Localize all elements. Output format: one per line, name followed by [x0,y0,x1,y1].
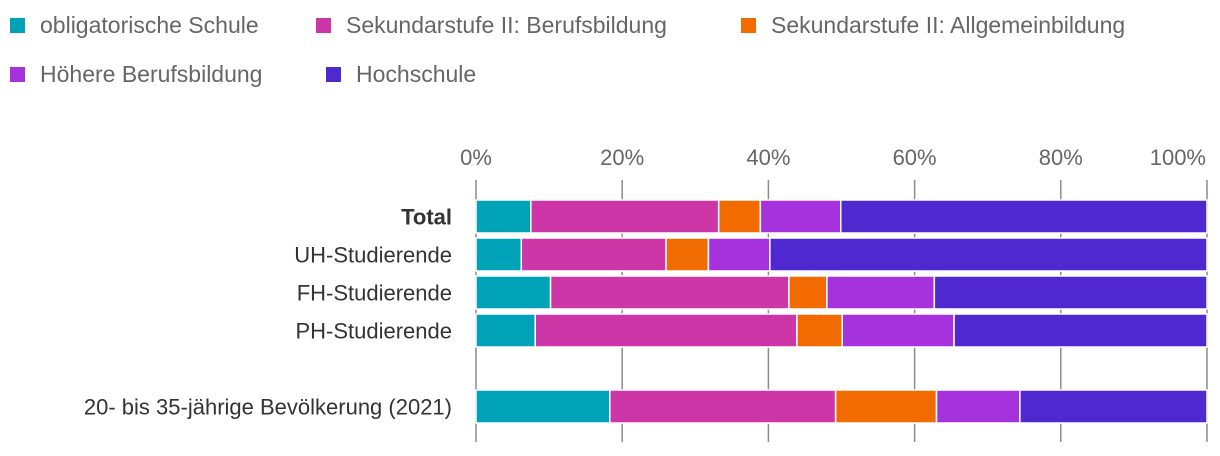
legend-item-obligatorische-schule[interactable]: obligatorische Schule [10,10,259,40]
bar-segment[interactable] [530,199,720,234]
category-label: FH-Studierende [297,281,452,306]
category-label: 20- bis 35-jährige Bevölkerung (2021) [84,395,452,420]
bar-segment[interactable] [475,275,552,310]
legend-item-sekundarstufe-allgemeinbildung[interactable]: Sekundarstufe II: Allgemeinbildung [741,10,1125,40]
legend-label: obligatorische Schule [40,11,259,38]
legend-item-hochschule[interactable]: Hochschule [326,59,476,89]
bar-segment[interactable] [707,237,771,272]
bar-segment[interactable] [549,275,790,310]
legend-label: Hochschule [356,60,477,87]
bar-segment[interactable] [796,313,843,348]
bar-segment[interactable] [1019,389,1208,424]
category-label: PH-Studierende [295,319,452,344]
bar-segment[interactable] [475,199,532,234]
x-tick-label: 100% [1150,145,1206,170]
x-tick-label: 0% [460,145,492,170]
legend-label: Sekundarstufe II: Berufsbildung [346,11,667,38]
legend-label: Höhere Berufsbildung [40,60,263,87]
category-label: UH-Studierende [294,243,452,268]
bar-segment[interactable] [475,389,611,424]
bar-segment[interactable] [834,389,938,424]
legend-item-hoehere-berufsbildung[interactable]: Höhere Berufsbildung [10,59,262,89]
bar-segment[interactable] [841,313,955,348]
bar-segment[interactable] [534,313,798,348]
x-tick-label: 80% [1039,145,1083,170]
legend-swatch [326,66,341,82]
bar-segment[interactable] [788,275,828,310]
category-label: Total [401,205,452,230]
bar-segment[interactable] [475,237,523,272]
bar-segment[interactable] [665,237,710,272]
bar-segment[interactable] [769,237,1208,272]
legend-label: Sekundarstufe II: Allgemeinbildung [771,11,1126,38]
legend-swatch [10,17,25,33]
bar-segment[interactable] [759,199,842,234]
bar-segment[interactable] [935,389,1021,424]
bar-segment[interactable] [840,199,1208,234]
bar-segment[interactable] [520,237,667,272]
x-tick-label: 60% [893,145,937,170]
bar-segment[interactable] [475,313,536,348]
legend-swatch [316,17,331,33]
legend-item-sekundarstufe-berufsbildung[interactable]: Sekundarstufe II: Berufsbildung [316,10,667,40]
bar-segment[interactable] [717,199,762,234]
bar-segment[interactable] [933,275,1208,310]
bar-segment[interactable] [826,275,936,310]
x-tick-label: 20% [600,145,644,170]
x-tick-label: 40% [746,145,790,170]
bar-segment[interactable] [609,389,837,424]
bar-segment[interactable] [953,313,1208,348]
legend-swatch [741,17,756,33]
legend-swatch [10,66,25,82]
